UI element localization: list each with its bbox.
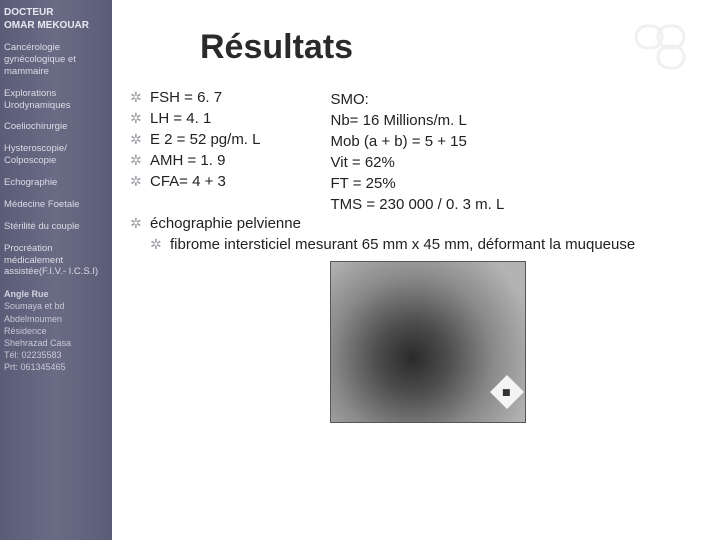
doctor-line2: OMAR MEKOUAR <box>4 19 108 32</box>
results-left-list: ✲ FSH = 6. 7 ✲ LH = 4. 1 ✲ E 2 = 52 pg/m. L… <box>130 89 261 194</box>
smo-box: SMO: Nb= 16 Millions/m. L Mob (a + b) = … <box>331 89 541 215</box>
sidebar-item: Stérilité du couple <box>4 221 108 233</box>
bullet-icon: ✲ <box>130 215 144 232</box>
contact-line: Tél: 02235583 <box>4 349 108 361</box>
contact-line: Prt: 061345465 <box>4 361 108 373</box>
contact-line: Shehrazad Casa <box>4 337 108 349</box>
result-item: ✲ LH = 4. 1 <box>130 110 261 127</box>
result-text: FSH = 6. 7 <box>150 89 222 106</box>
echographie-item: ✲ échographie pelvienne <box>130 215 702 232</box>
sidebar-item: Coeliochirurgie <box>4 121 108 133</box>
bullet-icon: ✲ <box>130 173 144 190</box>
smo-line: TMS = 230 000 / 0. 3 m. L <box>331 194 541 215</box>
result-item: ✲ CFA= 4 + 3 <box>130 173 261 190</box>
fibrome-text: fibrome intersticiel mesurant 65 mm x 45… <box>170 236 635 253</box>
doctor-line1: DOCTEUR <box>4 6 108 19</box>
page-title: Résultats <box>200 28 702 67</box>
sidebar-item: Hysteroscopie/ Colposcopie <box>4 143 108 167</box>
contact-line: Résidence <box>4 325 108 337</box>
echographie-label: échographie pelvienne <box>150 215 301 232</box>
contact-line: Soumaya et bd <box>4 300 108 312</box>
bullet-icon: ✲ <box>130 152 144 169</box>
sidebar-item: Explorations Urodynamiques <box>4 88 108 112</box>
result-text: CFA= 4 + 3 <box>150 173 226 190</box>
fibrome-item: ✲ fibrome intersticiel mesurant 65 mm x … <box>150 236 702 253</box>
bullet-icon: ✲ <box>130 131 144 148</box>
ultrasound-image: ◆ <box>330 261 526 423</box>
contact-head: Angle Rue <box>4 288 108 300</box>
bullet-icon: ✲ <box>130 89 144 106</box>
contact-line: Abdelmoumen <box>4 313 108 325</box>
result-text: E 2 = 52 pg/m. L <box>150 131 261 148</box>
bullet-icon: ✲ <box>130 110 144 127</box>
smo-line: SMO: <box>331 89 541 110</box>
smo-line: Nb= 16 Millions/m. L <box>331 110 541 131</box>
sidebar: DOCTEUR OMAR MEKOUAR Cancérologie gynéco… <box>0 0 112 540</box>
ultrasound-image-wrap: ◆ <box>330 261 702 423</box>
result-item: ✲ FSH = 6. 7 <box>130 89 261 106</box>
sidebar-item: Echographie <box>4 177 108 189</box>
smo-line: FT = 25% <box>331 173 541 194</box>
result-text: AMH = 1. 9 <box>150 152 225 169</box>
main-content: Résultats ✲ FSH = 6. 7 ✲ LH = 4. 1 ✲ E 2 = … <box>112 0 720 540</box>
logo-icon <box>632 24 696 78</box>
sidebar-item: Cancérologie gynécologique et mammaire <box>4 42 108 78</box>
sidebar-item: Procréation médicalement assistée(F.I.V.… <box>4 243 108 279</box>
doctor-name: DOCTEUR OMAR MEKOUAR <box>4 6 108 32</box>
smo-line: Vit = 62% <box>331 152 541 173</box>
result-text: LH = 4. 1 <box>150 110 211 127</box>
sidebar-item: Médecine Foetale <box>4 199 108 211</box>
smo-line: Mob (a + b) = 5 + 15 <box>331 131 541 152</box>
result-item: ✲ E 2 = 52 pg/m. L <box>130 131 261 148</box>
contact-block: Angle Rue Soumaya et bd Abdelmoumen Rési… <box>4 288 108 373</box>
result-item: ✲ AMH = 1. 9 <box>130 152 261 169</box>
bullet-icon: ✲ <box>150 236 164 253</box>
